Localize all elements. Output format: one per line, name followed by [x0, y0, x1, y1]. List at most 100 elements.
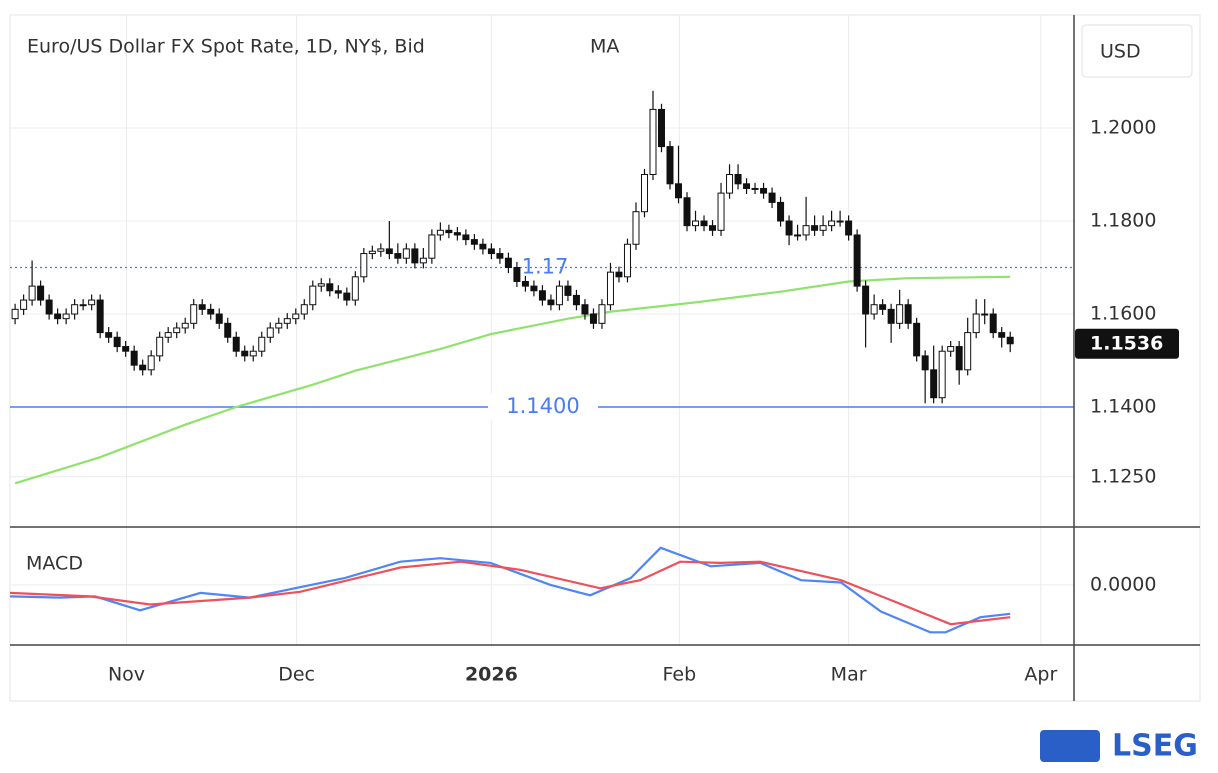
candle-body	[88, 299, 96, 306]
candle-body	[20, 299, 28, 310]
candle-body	[190, 304, 198, 324]
candle-body	[555, 285, 563, 306]
candle-body	[615, 271, 623, 278]
x-tick-label: Dec	[278, 664, 315, 686]
candle-body	[904, 304, 912, 324]
candle-body	[632, 211, 640, 245]
candle-body	[887, 308, 895, 324]
candle-body	[811, 225, 819, 231]
candle-body	[768, 192, 776, 203]
candle-body	[955, 346, 963, 371]
candle-body	[37, 285, 45, 301]
price-tag-label: 1.1536	[1090, 332, 1163, 354]
candle-body	[751, 187, 759, 190]
candle-body	[589, 313, 597, 324]
candle-body	[207, 308, 215, 315]
y-tick-label: 1.1800	[1090, 210, 1156, 232]
candle-body	[862, 285, 870, 315]
price-tag	[1075, 328, 1179, 359]
candle-body	[249, 350, 257, 357]
label-background	[488, 394, 598, 421]
indicator-label: MA	[590, 36, 619, 58]
candle-body	[368, 250, 376, 255]
line	[14, 275, 1011, 485]
logo-text: LSEG	[1112, 729, 1198, 764]
candle-body	[130, 350, 138, 366]
candle-body	[853, 234, 861, 287]
candle-body	[606, 271, 614, 306]
candle-body	[173, 327, 181, 334]
logo: LSEG	[1040, 729, 1198, 764]
candle-body	[819, 225, 827, 231]
candle-body	[232, 336, 240, 352]
frame	[9, 14, 1201, 702]
candle-body	[241, 350, 249, 357]
candle-body	[275, 322, 283, 329]
candle-body	[700, 220, 708, 227]
candle-body	[360, 253, 368, 278]
line	[9, 560, 1011, 626]
candle-body	[836, 220, 844, 223]
candle-body	[666, 146, 674, 185]
candle-body	[326, 283, 334, 292]
candle-body	[79, 304, 87, 307]
candle-body	[692, 220, 700, 227]
candle-body	[147, 355, 155, 371]
candle-body	[572, 294, 580, 306]
y-tick-label: 1.1400	[1090, 396, 1156, 418]
candle-body	[309, 285, 317, 306]
candle-body	[300, 304, 308, 315]
candle-body	[981, 313, 989, 316]
candle-body	[947, 346, 955, 352]
candle-body	[538, 290, 546, 301]
candle-body	[760, 187, 768, 194]
chart-title: Euro/US Dollar FX Spot Rate, 1D, NY$, Bi…	[27, 36, 425, 58]
candle-body	[343, 292, 351, 301]
candle-body	[504, 257, 512, 269]
plot: 1.17 1.1400	[9, 90, 1074, 634]
candle-body	[709, 225, 717, 231]
candle-body	[726, 174, 734, 194]
x-tick-label: Apr	[1024, 664, 1057, 686]
candle-body	[470, 239, 478, 245]
y-tick-label: 1.2000	[1090, 117, 1156, 139]
candle-body	[156, 336, 164, 357]
candle-body	[487, 248, 495, 255]
candle-body	[198, 304, 206, 310]
candle-body	[802, 225, 810, 236]
candle-body	[105, 332, 113, 338]
candle-body	[496, 253, 504, 259]
candle-body	[845, 220, 853, 236]
logo-icon	[1040, 730, 1100, 762]
candle-body	[649, 108, 657, 176]
candle-body	[428, 234, 436, 259]
candle-body	[394, 253, 402, 259]
x-tick-label: Feb	[663, 664, 697, 686]
candle-body	[96, 299, 104, 334]
candle-body	[453, 232, 461, 236]
reference-label: 1.1400	[506, 394, 579, 418]
candle-body	[164, 332, 172, 338]
candle-body	[989, 313, 997, 334]
candle-body	[683, 197, 691, 227]
candle-body	[581, 304, 589, 315]
candle-body	[28, 285, 36, 301]
candle-body	[139, 364, 147, 371]
candle-body	[377, 248, 385, 252]
candle-body	[921, 355, 929, 371]
candle-body	[828, 220, 836, 227]
candle-body	[317, 283, 325, 287]
candle-body	[964, 332, 972, 371]
candle-body	[879, 304, 887, 310]
candle-body	[113, 336, 121, 348]
candle-body	[11, 308, 19, 320]
panel-title: MACD	[26, 553, 83, 575]
candle-body	[292, 313, 300, 320]
candle-body	[419, 257, 427, 264]
candle-body	[657, 108, 665, 148]
candle-body	[62, 313, 70, 320]
candle-body	[938, 350, 946, 399]
candle-body	[215, 313, 223, 324]
